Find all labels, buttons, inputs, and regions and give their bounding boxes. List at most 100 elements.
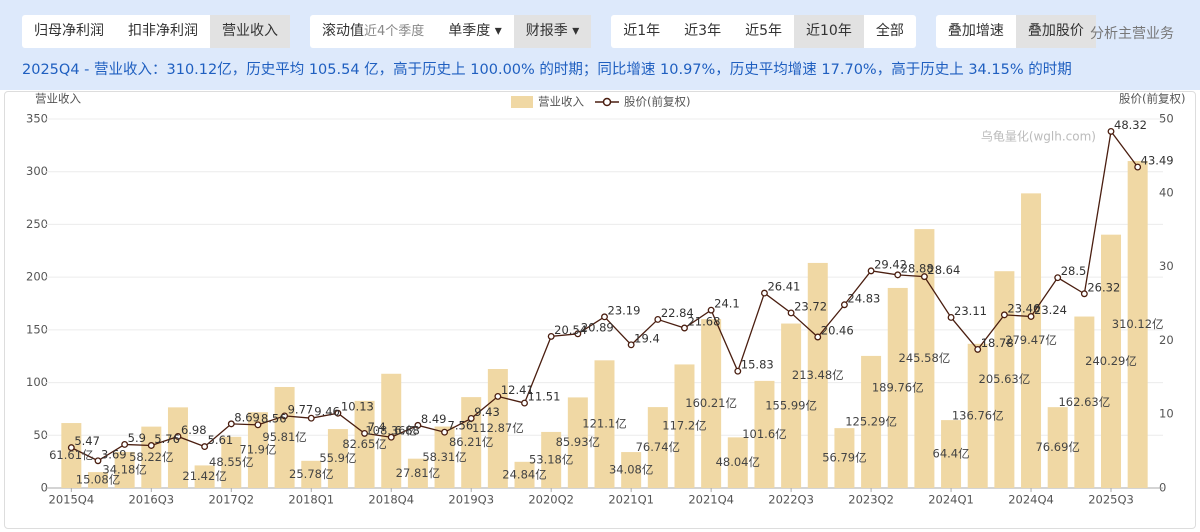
bar-label: 34.08亿 [609, 463, 653, 477]
bar [967, 343, 988, 488]
toolbar-button[interactable]: 近5年 [733, 15, 794, 48]
price-label: 23.72 [794, 299, 827, 313]
toolbar-button[interactable]: 扣非净利润 [116, 15, 210, 48]
bar [461, 397, 482, 488]
price-point [1000, 311, 1008, 319]
header: 归母净利润 扣非净利润 营业收入 滚动值近4个季度 单季度 ▾ 财报季 ▾ 近1年 近3年 近5… [0, 0, 1200, 90]
x-tick-label: 2025Q3 [1088, 493, 1134, 507]
price-point [761, 289, 768, 297]
price-label: 29.42 [874, 257, 907, 271]
price-point [707, 306, 715, 314]
bar-label: 48.55亿 [209, 455, 253, 469]
price-point [334, 409, 342, 417]
bar-label: 48.04亿 [716, 455, 760, 469]
chart-panel: 05010015020025030035001020304050营业收入股价(前… [4, 91, 1196, 529]
bar-label: 155.99亿 [765, 398, 817, 412]
bar-label: 112.87亿 [472, 421, 524, 435]
price-label: 5.9 [128, 431, 146, 445]
toolbar-button[interactable]: 营业收入 [210, 15, 290, 48]
x-tick-label: 2018Q1 [288, 493, 334, 507]
toolbar: 归母净利润 扣非净利润 营业收入 滚动值近4个季度 单季度 ▾ 财报季 ▾ 近1年 近3年 近5… [22, 15, 1096, 48]
price-point [734, 367, 742, 375]
x-tick-label: 2016Q3 [128, 493, 174, 507]
price-point [920, 273, 928, 281]
y-tick-label: 50 [33, 428, 48, 442]
bar-label: 240.29亿 [1085, 354, 1137, 368]
bar [887, 287, 908, 488]
x-tick-label: 2018Q4 [368, 493, 414, 507]
price-label: 15.83 [741, 358, 774, 372]
bar-label: 53.18亿 [529, 452, 573, 466]
bar [914, 229, 935, 489]
toolbar-button[interactable]: 叠加股价 [1015, 15, 1096, 48]
toolbar-button[interactable]: 归母净利润 [22, 15, 116, 48]
price-point [867, 267, 875, 275]
bar-label: 136.76亿 [952, 408, 1004, 422]
bar [994, 271, 1015, 488]
button-label: 单季度 ▾ [448, 23, 502, 39]
analysis-link[interactable]: 分析主营业务 [1090, 26, 1174, 42]
y-tick-label: 350 [26, 112, 48, 126]
button-label: 全部 [875, 23, 904, 39]
price-label: 8.69 [234, 410, 260, 424]
bar-label: 56.79亿 [822, 451, 866, 465]
price-point [254, 421, 262, 429]
bar [327, 429, 348, 488]
bar [194, 465, 215, 488]
price-point [601, 313, 608, 321]
price-point [281, 412, 289, 420]
price-label: 19.4 [634, 331, 660, 345]
bar [514, 461, 535, 488]
bar [621, 452, 642, 488]
price-point [1134, 163, 1142, 171]
bar [247, 412, 268, 488]
price-label: 6.98 [181, 423, 207, 437]
toolbar-button[interactable]: 财报季 ▾ [513, 15, 592, 48]
price-label: 23.19 [608, 303, 641, 317]
toolbar-button[interactable]: 叠加增速 [936, 15, 1016, 48]
bar-label: 24.84亿 [502, 467, 546, 481]
bar-label: 108.36亿 [365, 423, 417, 437]
x-tick-label: 2024Q4 [1008, 493, 1054, 507]
bar-label: 58.22亿 [129, 450, 173, 464]
y2-tick-label: 30 [1159, 259, 1174, 273]
y-tick-label: 150 [26, 322, 48, 336]
price-point [574, 330, 582, 338]
chart: 05010015020025030035001020304050营业收入股价(前… [26, 92, 1185, 507]
bar-label: 21.42亿 [182, 469, 226, 483]
bar-label: 25.78亿 [289, 467, 333, 481]
bar [754, 380, 775, 488]
y-tick-label: 200 [26, 270, 48, 284]
price-label: 28.64 [927, 263, 960, 277]
price-point [1027, 313, 1035, 320]
y-tick-label: 0 [41, 481, 48, 495]
price-point [974, 345, 982, 353]
price-label: 12.41 [501, 383, 534, 397]
bar [541, 431, 562, 488]
toolbar-button[interactable]: 全部 [864, 15, 916, 48]
bar [167, 407, 188, 488]
bar [354, 400, 375, 488]
bar-label: 310.12亿 [1112, 317, 1164, 331]
price-point [414, 421, 422, 429]
price-point [1107, 127, 1115, 135]
price-label: 20.89 [581, 320, 614, 334]
price-label: 9.46 [314, 405, 340, 419]
x-tick-label: 2021Q4 [688, 493, 734, 507]
toolbar-button[interactable]: 滚动值近4个季度 [310, 15, 436, 48]
legend-label: 营业收入 [538, 95, 584, 109]
y2-tick-label: 50 [1159, 112, 1174, 126]
bar [301, 460, 322, 488]
toolbar-button[interactable]: 近1年 [611, 15, 672, 48]
button-label: 近3年 [684, 23, 722, 39]
bar [274, 386, 295, 488]
toolbar-button[interactable]: 近10年 [794, 15, 864, 48]
toolbar-button[interactable]: 近3年 [672, 15, 733, 48]
price-point [814, 333, 822, 341]
toolbar-button[interactable]: 单季度 ▾ [436, 15, 513, 48]
bar-label: 64.4亿 [933, 447, 970, 461]
bar [61, 423, 82, 488]
price-label: 23.46 [1007, 301, 1040, 315]
price-label: 23.24 [1034, 303, 1067, 317]
x-tick-label: 2020Q2 [528, 493, 574, 507]
